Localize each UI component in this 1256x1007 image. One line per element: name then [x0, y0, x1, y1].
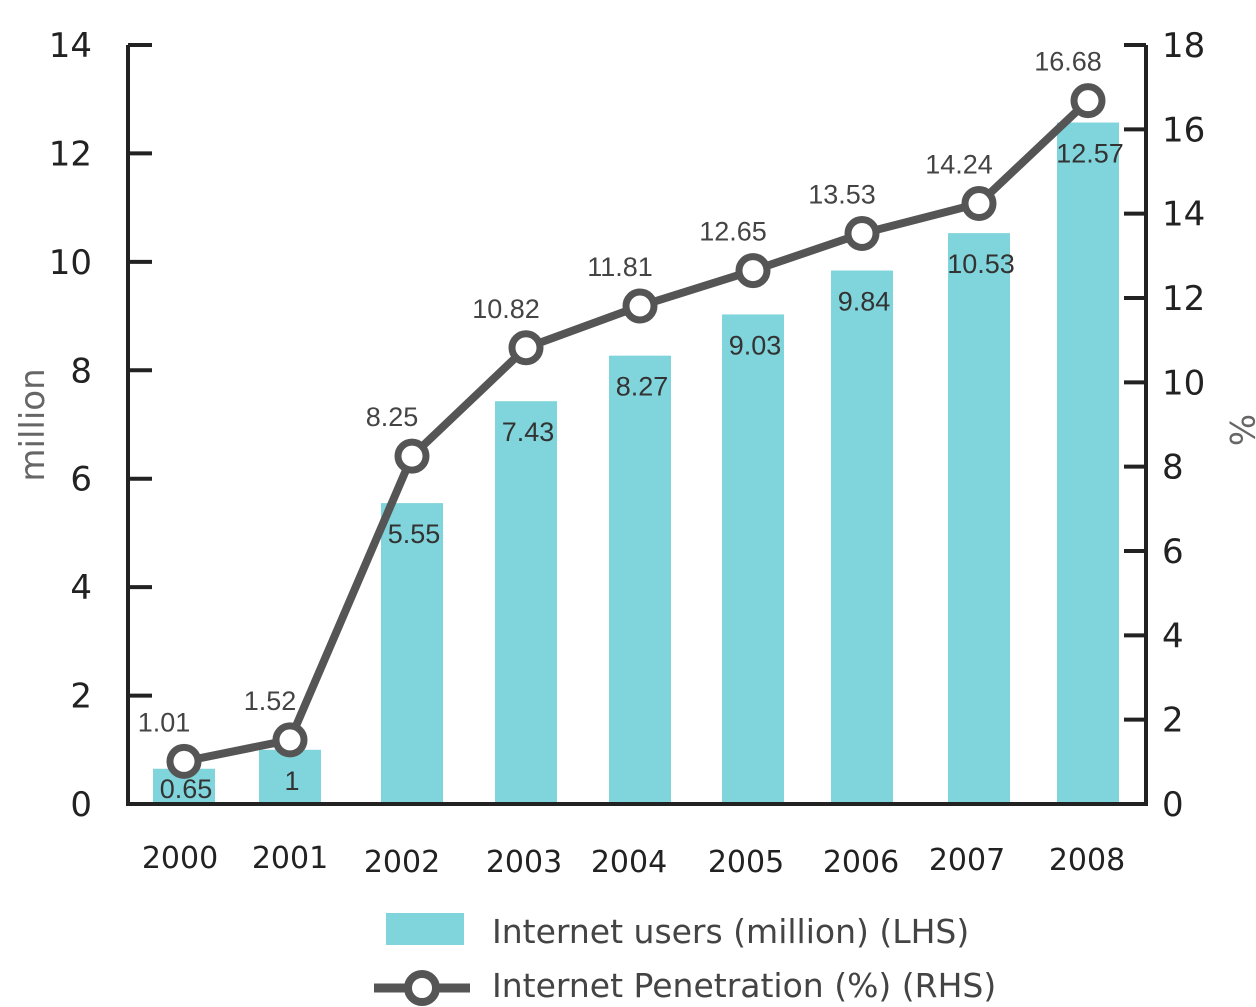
- line-label-2002: 8.25: [366, 402, 419, 432]
- bar-label-2001: 1: [284, 766, 299, 796]
- bar-2007: [948, 233, 1010, 805]
- bar-2005: [722, 314, 784, 804]
- legend: Internet users (million) (LHS) Internet …: [374, 912, 996, 1006]
- bar-label-2007: 10.53: [947, 249, 1015, 279]
- bar-label-2006: 9.84: [838, 287, 891, 317]
- left-tick-label: 10: [49, 243, 92, 283]
- bar-label-2000: 0.65: [160, 774, 213, 804]
- line-point-2007: [961, 186, 997, 222]
- bar-label-2004: 8.27: [616, 372, 669, 402]
- line-point-2004: [622, 288, 658, 324]
- bar-label-2003: 7.43: [502, 417, 555, 447]
- right-tick-label: 10: [1162, 363, 1205, 403]
- bar-data-labels: 0.65 1 5.55 7.43 8.27 9.03 9.84 10.53 12.57: [160, 139, 1124, 804]
- right-tick-label: 16: [1162, 110, 1205, 150]
- x-tick-label-2004: 2004: [591, 845, 667, 880]
- legend-bar-swatch: [386, 913, 464, 945]
- bar-2001: [259, 749, 321, 804]
- line-point-2002: [394, 438, 430, 474]
- line-label-2007: 14.24: [925, 150, 993, 180]
- right-tick-label: 2: [1162, 701, 1184, 741]
- right-y-ticks: 0 2 4 6 8 10 12 14 16 18: [1124, 26, 1205, 825]
- line-label-2001: 1.52: [244, 686, 297, 716]
- x-tick-label-2007: 2007: [929, 843, 1005, 878]
- left-tick-label: 4: [70, 568, 92, 608]
- line-point-2001: [272, 722, 308, 758]
- x-tick-label-2001: 2001: [252, 841, 328, 876]
- bar-2002: [381, 503, 443, 804]
- right-axis-title: %: [1221, 414, 1256, 446]
- line-data-labels: 1.01 1.52 8.25 10.82 11.81 12.65 13.53 14.24 16.…: [138, 47, 1102, 738]
- right-tick-label: 8: [1162, 448, 1184, 488]
- bar-2006: [831, 270, 893, 804]
- legend-bar-label: Internet users (million) (LHS): [492, 912, 969, 951]
- line-label-2003: 10.82: [472, 294, 540, 324]
- left-tick-label: 6: [70, 460, 92, 500]
- x-tick-label-2006: 2006: [823, 845, 899, 880]
- line-label-2004: 11.81: [587, 252, 653, 282]
- line-point-2003: [508, 330, 544, 366]
- bar-label-2002: 5.55: [388, 519, 441, 549]
- line-series: [166, 83, 1106, 779]
- x-tick-labels: 2000 2001 2002 2003 2004 2005 2006 2007 2008: [142, 841, 1125, 880]
- bar-label-2005: 9.03: [729, 330, 782, 360]
- bar-2003: [495, 401, 557, 804]
- right-tick-label: 18: [1162, 26, 1205, 66]
- left-tick-label: 12: [49, 134, 92, 174]
- x-tick-label-2005: 2005: [708, 845, 784, 880]
- axes: [126, 45, 1148, 806]
- right-tick-label: 4: [1162, 616, 1184, 656]
- left-y-ticks: 0 2 4 6 8 10 12 14: [49, 26, 152, 825]
- right-tick-label: 14: [1162, 195, 1205, 235]
- left-tick-label: 0: [70, 785, 92, 825]
- bar-label-2008: 12.57: [1056, 139, 1124, 169]
- left-tick-label: 8: [70, 351, 92, 391]
- legend-line-marker-icon: [404, 970, 440, 1006]
- bar-series: [153, 122, 1119, 805]
- right-tick-label: 12: [1162, 279, 1205, 319]
- right-tick-label: 0: [1162, 785, 1184, 825]
- x-tick-label-2000: 2000: [142, 841, 218, 876]
- x-tick-label-2002: 2002: [364, 845, 440, 880]
- line-label-2006: 13.53: [808, 179, 876, 209]
- x-tick-label-2008: 2008: [1049, 843, 1125, 878]
- line-point-2008: [1070, 83, 1106, 119]
- left-tick-label: 14: [49, 26, 92, 66]
- left-axis-title: million: [13, 368, 53, 481]
- left-tick-label: 2: [70, 677, 92, 717]
- line-label-2005: 12.65: [699, 217, 767, 247]
- line-point-2006: [844, 215, 880, 251]
- line-label-2000: 1.01: [138, 707, 191, 737]
- line-label-2008: 16.68: [1034, 47, 1102, 77]
- x-tick-label-2003: 2003: [486, 845, 562, 880]
- line-point-2005: [735, 253, 771, 289]
- bar-2004: [609, 355, 671, 804]
- bar-2008: [1057, 122, 1119, 804]
- right-tick-label: 6: [1162, 532, 1184, 572]
- line-point-2000: [166, 743, 202, 779]
- legend-line-label: Internet Penetration (%) (RHS): [492, 966, 996, 1005]
